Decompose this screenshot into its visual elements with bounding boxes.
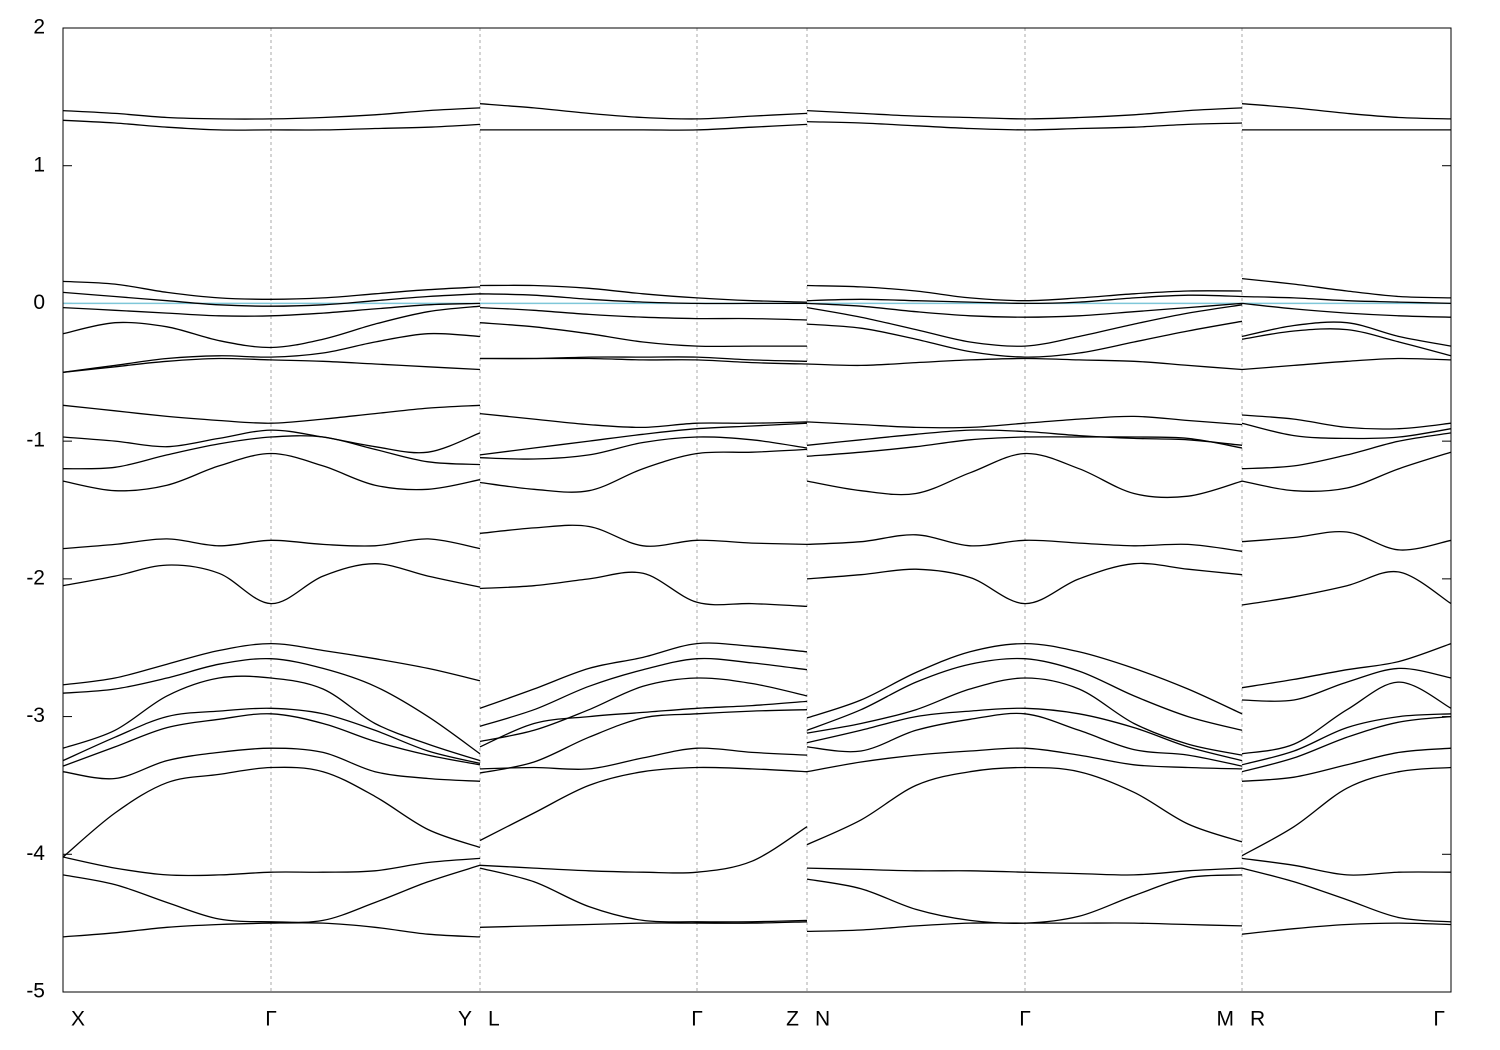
band-line bbox=[62, 921, 1452, 938]
y-tick-label: -5 bbox=[26, 980, 45, 1003]
x-tick-label: Z bbox=[786, 1008, 799, 1031]
x-tick-label: R bbox=[1250, 1008, 1265, 1031]
y-tick-label: -1 bbox=[26, 429, 45, 452]
y-tick-label: 2 bbox=[33, 16, 45, 39]
band-line bbox=[62, 277, 1452, 303]
band-line bbox=[62, 657, 1452, 755]
x-tick-label: N bbox=[815, 1008, 830, 1031]
band-line bbox=[62, 826, 1452, 877]
band-line bbox=[62, 291, 1452, 307]
band-line bbox=[62, 103, 1452, 120]
x-tick-label: Γ bbox=[1019, 1008, 1031, 1031]
band-line bbox=[62, 304, 1452, 349]
x-tick-label: Γ bbox=[265, 1008, 277, 1031]
band-line bbox=[62, 747, 1452, 782]
band-line bbox=[62, 709, 1452, 774]
y-tick-label: -2 bbox=[26, 566, 45, 589]
x-tick-label: Γ bbox=[1433, 1008, 1445, 1031]
y-tick-label: -4 bbox=[26, 842, 45, 865]
band-line bbox=[62, 119, 1451, 131]
band-line bbox=[62, 700, 1452, 766]
y-tick-label: -3 bbox=[26, 704, 45, 727]
y-tick-label: 0 bbox=[33, 291, 45, 314]
x-tick-label: Γ bbox=[691, 1008, 703, 1031]
band-line bbox=[62, 524, 1452, 552]
band-line bbox=[62, 562, 1452, 608]
band-line bbox=[62, 864, 1452, 924]
plot-frame bbox=[62, 27, 1452, 993]
y-tick-label: 1 bbox=[33, 153, 45, 176]
x-tick-label: M bbox=[1217, 1008, 1235, 1031]
x-tick-label: Y bbox=[458, 1008, 472, 1031]
band-line bbox=[62, 675, 1452, 762]
x-tick-label: X bbox=[71, 1008, 85, 1031]
band-line bbox=[62, 422, 1452, 456]
band-line bbox=[62, 302, 1452, 321]
x-tick-label: L bbox=[488, 1008, 500, 1031]
band-line bbox=[62, 448, 1452, 499]
band-line bbox=[62, 766, 1452, 858]
band-line bbox=[62, 404, 1452, 430]
band-line bbox=[62, 432, 1452, 470]
band-line bbox=[62, 642, 1452, 719]
band-line bbox=[62, 357, 1452, 373]
band-line bbox=[62, 320, 1452, 373]
